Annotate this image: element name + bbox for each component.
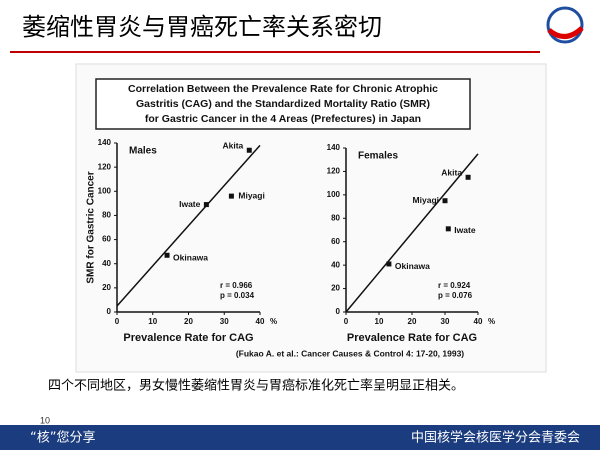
x-tick-label: 0 bbox=[115, 317, 120, 326]
x-tick-label: 20 bbox=[184, 317, 193, 326]
point-label: Iwate bbox=[179, 199, 201, 209]
y-tick-label: 20 bbox=[331, 284, 340, 293]
y-tick-label: 100 bbox=[98, 186, 112, 195]
point-label: Okinawa bbox=[173, 253, 208, 263]
trend-line bbox=[345, 153, 479, 313]
figure-title-box bbox=[95, 78, 471, 130]
figure-title: for Gastric Cancer in the 4 Areas (Prefe… bbox=[145, 113, 421, 125]
x-tick-label: 40 bbox=[474, 317, 483, 326]
point bbox=[465, 174, 471, 180]
slide-title: 萎缩性胃炎与胃癌死亡率关系密切 bbox=[22, 13, 382, 41]
point-label: Iwate bbox=[454, 225, 476, 235]
figure-title: Correlation Between the Prevalence Rate … bbox=[128, 83, 438, 95]
annotation: r = 0.924 bbox=[438, 281, 471, 290]
point bbox=[164, 252, 170, 258]
y-tick-label: 40 bbox=[331, 260, 340, 269]
panel-title: Males bbox=[129, 146, 157, 157]
y-tick-label: 100 bbox=[327, 190, 341, 199]
citation: (Fukao A. et al.: Cancer Causes & Contro… bbox=[236, 348, 464, 358]
x-tick-label: 10 bbox=[148, 317, 157, 326]
point bbox=[445, 226, 451, 232]
annotation: r = 0.966 bbox=[220, 281, 253, 290]
point bbox=[228, 193, 234, 199]
y-tick-label: 140 bbox=[98, 138, 112, 147]
figure-title: Gastritis (CAG) and the Standardized Mor… bbox=[136, 98, 430, 110]
caption: 四个不同地区，男女慢性萎缩性胃炎与胃癌标准化死亡率呈明显正相关。 bbox=[48, 378, 464, 394]
x-tick-label: 30 bbox=[441, 317, 450, 326]
footer-band bbox=[0, 425, 600, 450]
point bbox=[246, 147, 252, 153]
x-axis-label: Prevalence Rate for CAG bbox=[123, 332, 253, 344]
panel-title: Females bbox=[358, 151, 398, 162]
logo bbox=[546, 6, 584, 44]
y-tick-label: 80 bbox=[102, 211, 111, 220]
x-tick-label: 20 bbox=[408, 317, 417, 326]
y-tick-label: 120 bbox=[98, 162, 112, 171]
trend-line bbox=[116, 144, 261, 307]
x-tick-label: 30 bbox=[220, 317, 229, 326]
y-tick-label: 80 bbox=[331, 213, 340, 222]
y-tick-label: 40 bbox=[102, 259, 111, 268]
point-label: Akita bbox=[222, 140, 243, 150]
x-axis-label: Prevalence Rate for CAG bbox=[347, 332, 477, 344]
footer-right: 中国核学会核医学分会青委会 bbox=[411, 430, 580, 446]
y-tick-label: 120 bbox=[327, 167, 341, 176]
y-tick-label: 20 bbox=[102, 283, 111, 292]
x-tick-label: 0 bbox=[344, 317, 349, 326]
page-number: 10 bbox=[40, 415, 50, 425]
y-tick-label: 0 bbox=[336, 307, 341, 316]
footer-left: “核”您分享 bbox=[30, 430, 95, 446]
point bbox=[203, 202, 209, 208]
annotation: p = 0.034 bbox=[220, 291, 255, 300]
y-axis-label: SMR for Gastric Cancer bbox=[86, 171, 97, 283]
y-tick-label: 60 bbox=[102, 235, 111, 244]
point-label: Miyagi bbox=[413, 195, 439, 205]
y-tick-label: 0 bbox=[107, 307, 112, 316]
x-unit: % bbox=[270, 317, 277, 326]
point-label: Okinawa bbox=[395, 261, 430, 271]
x-unit: % bbox=[488, 317, 495, 326]
annotation: p = 0.076 bbox=[438, 291, 473, 300]
x-tick-label: 40 bbox=[256, 317, 265, 326]
y-tick-label: 140 bbox=[327, 143, 341, 152]
point-label: Akita bbox=[441, 168, 462, 178]
point bbox=[386, 261, 392, 267]
y-tick-label: 60 bbox=[331, 237, 340, 246]
point bbox=[442, 198, 448, 204]
point-label: Miyagi bbox=[238, 190, 264, 200]
x-tick-label: 10 bbox=[375, 317, 384, 326]
